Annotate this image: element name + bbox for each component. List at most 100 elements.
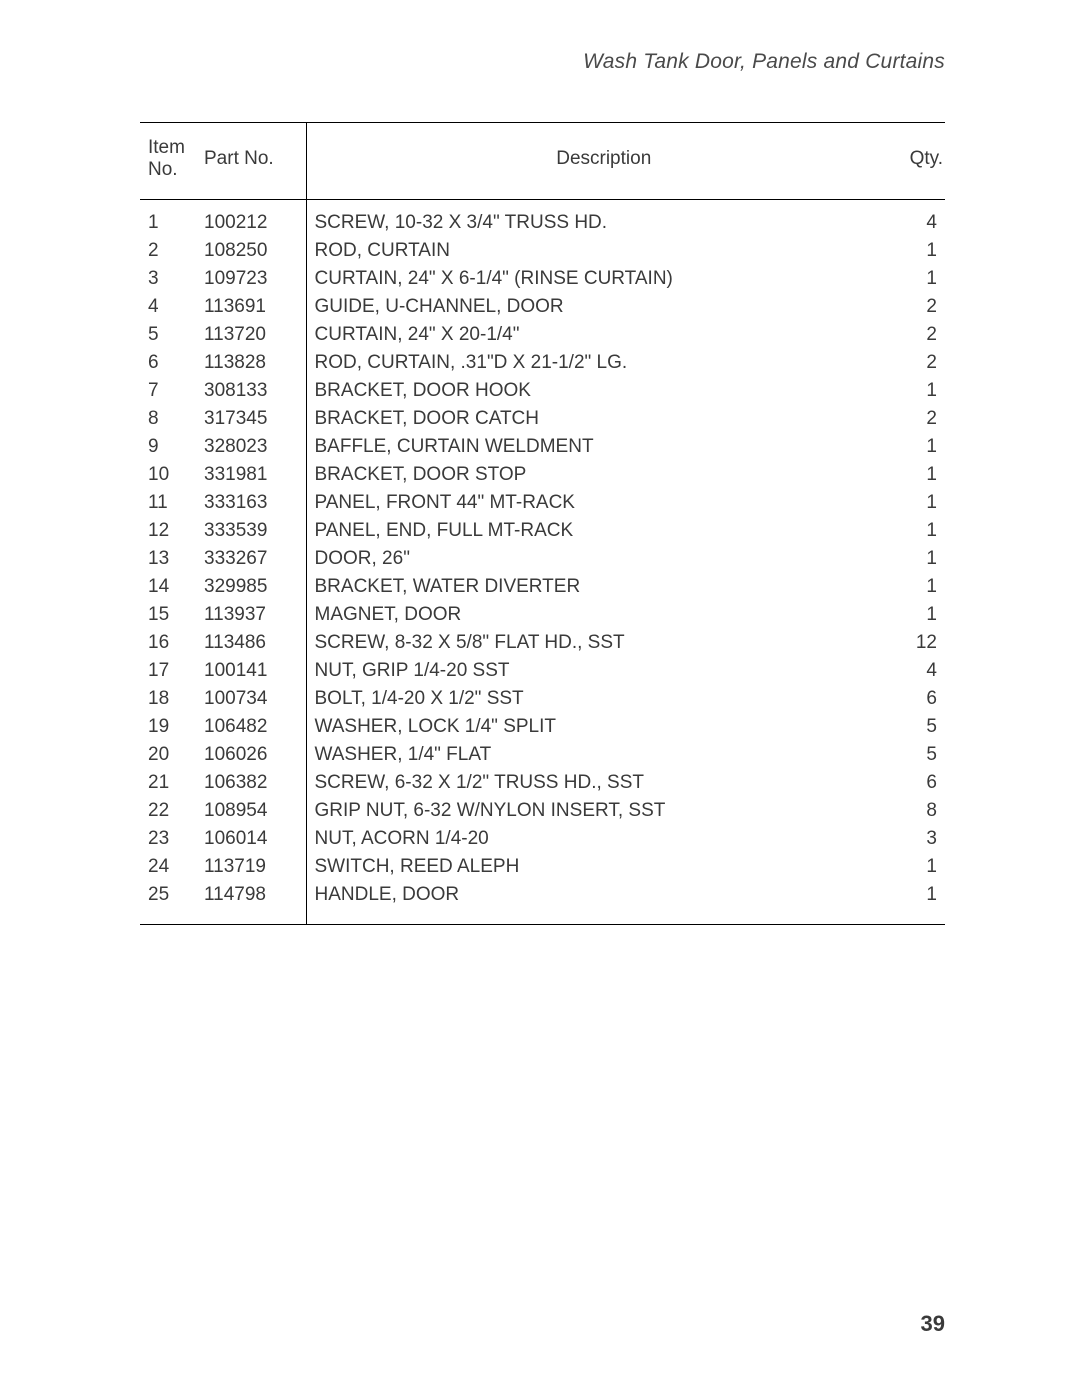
cell-qty: 5 [889,713,945,741]
cell-part: 106026 [196,741,306,769]
cell-desc: BOLT, 1/4-20 X 1/2" SST [306,685,889,713]
cell-item: 3 [140,265,196,293]
table-row: 6113828ROD, CURTAIN, .31"D X 21-1/2" LG.… [140,349,945,377]
table-row: 24113719SWITCH, REED ALEPH1 [140,853,945,881]
table-row: 22108954GRIP NUT, 6-32 W/NYLON INSERT, S… [140,797,945,825]
cell-desc: WASHER, LOCK 1/4" SPLIT [306,713,889,741]
cell-desc: BAFFLE, CURTAIN WELDMENT [306,433,889,461]
table-row: 16113486SCREW, 8-32 X 5/8" FLAT HD., SST… [140,629,945,657]
cell-item: 5 [140,321,196,349]
cell-qty: 2 [889,349,945,377]
cell-part: 108954 [196,797,306,825]
cell-part: 113937 [196,601,306,629]
table-row: 15113937MAGNET, DOOR1 [140,601,945,629]
cell-item: 24 [140,853,196,881]
cell-item: 10 [140,461,196,489]
table-row: 20106026WASHER, 1/4" FLAT5 [140,741,945,769]
table-row: 5113720CURTAIN, 24" X 20-1/4"2 [140,321,945,349]
section-title: Wash Tank Door, Panels and Curtains [140,50,945,74]
col-header-desc: Description [306,123,889,200]
cell-part: 333267 [196,545,306,573]
cell-desc: BRACKET, WATER DIVERTER [306,573,889,601]
col-header-qty: Qty. [889,123,945,200]
cell-item: 21 [140,769,196,797]
page-number: 39 [921,1311,945,1337]
cell-desc: BRACKET, DOOR CATCH [306,405,889,433]
cell-qty: 1 [889,517,945,545]
table-row: 12333539PANEL, END, FULL MT-RACK1 [140,517,945,545]
cell-item: 23 [140,825,196,853]
cell-part: 108250 [196,237,306,265]
cell-desc: BRACKET, DOOR HOOK [306,377,889,405]
cell-item: 13 [140,545,196,573]
cell-desc: ROD, CURTAIN, .31"D X 21-1/2" LG. [306,349,889,377]
cell-part: 308133 [196,377,306,405]
cell-part: 331981 [196,461,306,489]
cell-part: 333539 [196,517,306,545]
cell-part: 106382 [196,769,306,797]
cell-part: 100734 [196,685,306,713]
cell-desc: SCREW, 10-32 X 3/4" TRUSS HD. [306,199,889,237]
cell-item: 15 [140,601,196,629]
cell-qty: 4 [889,657,945,685]
cell-item: 20 [140,741,196,769]
cell-part: 109723 [196,265,306,293]
cell-qty: 1 [889,489,945,517]
cell-part: 113719 [196,853,306,881]
cell-part: 100141 [196,657,306,685]
cell-part: 328023 [196,433,306,461]
table-row: 11333163PANEL, FRONT 44" MT-RACK1 [140,489,945,517]
cell-qty: 4 [889,199,945,237]
cell-qty: 1 [889,433,945,461]
cell-item: 18 [140,685,196,713]
cell-part: 106014 [196,825,306,853]
table-row: 25114798HANDLE, DOOR1 [140,881,945,925]
cell-desc: DOOR, 26" [306,545,889,573]
cell-desc: ROD, CURTAIN [306,237,889,265]
table-row: 21106382SCREW, 6-32 X 1/2" TRUSS HD., SS… [140,769,945,797]
cell-desc: HANDLE, DOOR [306,881,889,925]
cell-desc: NUT, ACORN 1/4-20 [306,825,889,853]
cell-part: 329985 [196,573,306,601]
cell-item: 19 [140,713,196,741]
cell-desc: CURTAIN, 24" X 20-1/4" [306,321,889,349]
parts-table: ItemNo. Part No. Description Qty. 110021… [140,122,945,925]
page: Wash Tank Door, Panels and Curtains Item… [0,0,1080,925]
cell-desc: WASHER, 1/4" FLAT [306,741,889,769]
cell-desc: GUIDE, U-CHANNEL, DOOR [306,293,889,321]
table-row: 18100734BOLT, 1/4-20 X 1/2" SST6 [140,685,945,713]
cell-qty: 1 [889,853,945,881]
cell-item: 1 [140,199,196,237]
cell-part: 333163 [196,489,306,517]
cell-desc: BRACKET, DOOR STOP [306,461,889,489]
cell-item: 25 [140,881,196,925]
table-row: 9328023BAFFLE, CURTAIN WELDMENT1 [140,433,945,461]
cell-item: 4 [140,293,196,321]
col-header-item: ItemNo. [140,123,196,200]
cell-qty: 2 [889,293,945,321]
cell-qty: 1 [889,377,945,405]
col-header-part: Part No. [196,123,306,200]
cell-desc: GRIP NUT, 6-32 W/NYLON INSERT, SST [306,797,889,825]
cell-qty: 12 [889,629,945,657]
cell-part: 114798 [196,881,306,925]
table-row: 19106482WASHER, LOCK 1/4" SPLIT5 [140,713,945,741]
cell-part: 317345 [196,405,306,433]
table-row: 8317345BRACKET, DOOR CATCH2 [140,405,945,433]
cell-qty: 1 [889,881,945,925]
table-header: ItemNo. Part No. Description Qty. [140,123,945,200]
cell-qty: 1 [889,265,945,293]
table-row: 10331981BRACKET, DOOR STOP1 [140,461,945,489]
cell-item: 8 [140,405,196,433]
cell-qty: 2 [889,405,945,433]
table-row: 7308133BRACKET, DOOR HOOK1 [140,377,945,405]
cell-part: 113486 [196,629,306,657]
cell-desc: PANEL, FRONT 44" MT-RACK [306,489,889,517]
cell-item: 2 [140,237,196,265]
cell-qty: 1 [889,461,945,489]
cell-desc: MAGNET, DOOR [306,601,889,629]
table-row: 3109723CURTAIN, 24" X 6-1/4" (RINSE CURT… [140,265,945,293]
cell-item: 14 [140,573,196,601]
cell-desc: NUT, GRIP 1/4-20 SST [306,657,889,685]
table-row: 13333267DOOR, 26"1 [140,545,945,573]
